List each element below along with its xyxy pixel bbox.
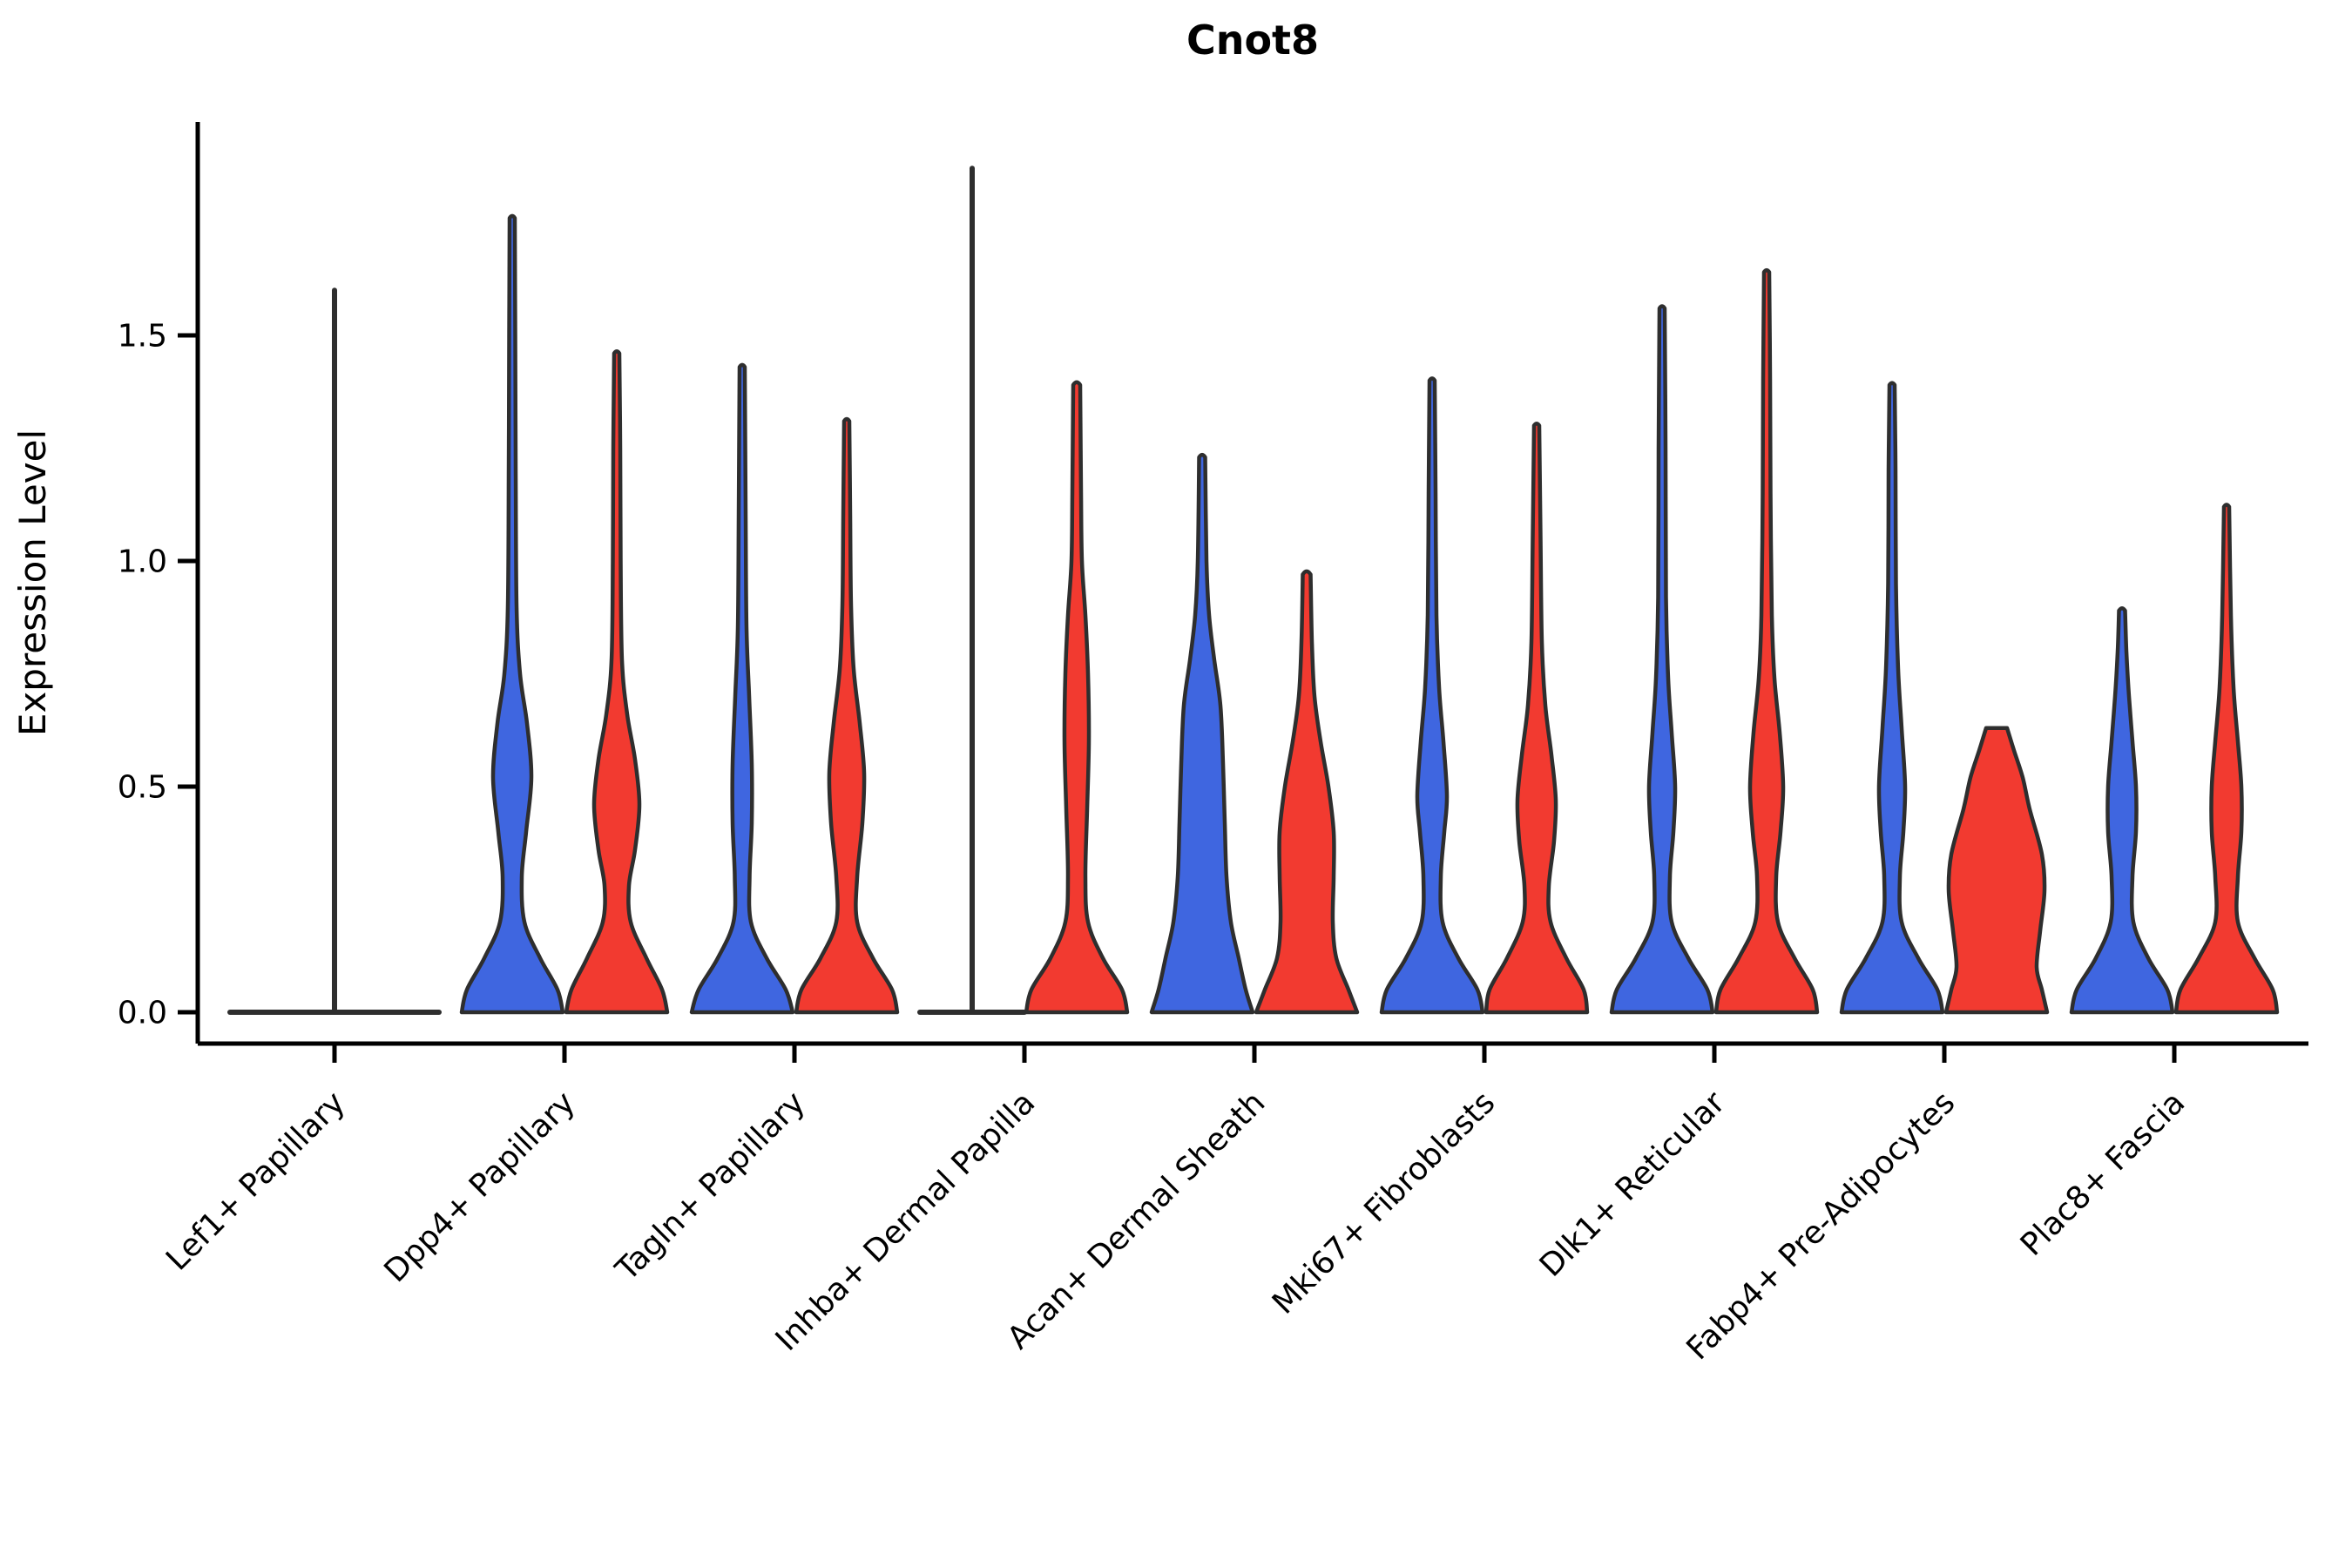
x-tick-label: Acan+ Dermal Sheath [1001, 1085, 1273, 1356]
violin-group_red [2173, 503, 2280, 1015]
violin-group_red [1484, 421, 1590, 1015]
violin-group_red [1943, 726, 2050, 1015]
violin-group_blue [1379, 376, 1485, 1015]
violin-group_blue [2069, 605, 2175, 1015]
violin-group_red [1713, 267, 1820, 1015]
violin-group_blue [1839, 381, 1945, 1015]
violin-group_blue [459, 213, 565, 1015]
violin-group_blue [1609, 304, 1715, 1015]
x-tick-label: Mki67+ Fibroblasts [1266, 1085, 1502, 1321]
x-tick-label: Tagln+ Papillary [609, 1085, 813, 1288]
violin-group_red [794, 416, 900, 1015]
y-tick-label: 0.5 [118, 770, 167, 806]
x-tick-label: Inhba+ Dermal Papilla [769, 1085, 1043, 1358]
violin-group_blue [689, 362, 795, 1015]
y-tick-label: 0.0 [118, 996, 167, 1031]
y-tick-label: 1.5 [118, 319, 167, 355]
chart-title: Cnot8 [1186, 17, 1319, 64]
violin-group_red [564, 349, 670, 1015]
x-tick-label: Dlk1+ Reticular [1533, 1085, 1733, 1284]
violins-layer [227, 166, 2280, 1015]
x-tick-label: Fabp4+ Pre-Adipocytes [1680, 1085, 1963, 1367]
x-tick-label: Plac8+ Fascia [2014, 1085, 2192, 1262]
x-tick-label: Lef1+ Papillary [159, 1085, 352, 1277]
x-tick-label: Dpp4+ Papillary [378, 1085, 583, 1289]
violin-group_red [1024, 380, 1130, 1015]
violin-group_blue [1149, 452, 1255, 1015]
violin-group_red [1254, 569, 1360, 1015]
y-tick-label: 1.0 [118, 544, 167, 580]
y-axis-label: Expression Level [11, 429, 54, 736]
